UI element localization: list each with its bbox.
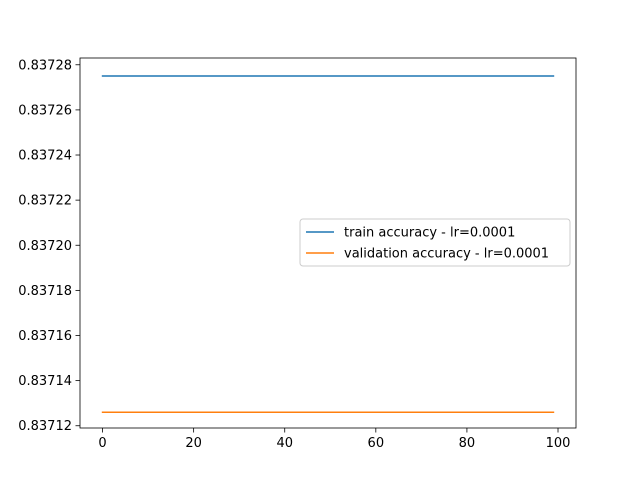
plot-layer: 0 20 40 60 80 100 0.83712 0.83714 0.83716 0.83718…	[18, 57, 577, 451]
legend-label-1: validation accuracy - lr=0.0001	[344, 247, 549, 262]
y-tick-label: 0.83722	[18, 194, 72, 209]
x-tick-label: 60	[368, 436, 385, 451]
x-tick-label: 80	[459, 436, 476, 451]
x-tick-label: 100	[546, 436, 571, 451]
y-tick-label: 0.83712	[18, 419, 72, 434]
y-tick-label: 0.83720	[18, 239, 72, 254]
axes-frame	[79, 57, 577, 429]
y-tick-label: 0.83726	[18, 103, 72, 118]
y-tick-label: 0.83716	[18, 329, 72, 344]
legend: train accuracy - lr=0.0001 validation acc…	[299, 218, 571, 267]
y-tick-label: 0.83728	[18, 58, 72, 73]
legend-box	[299, 218, 571, 267]
y-tick-label: 0.83718	[18, 284, 72, 299]
legend-label-0: train accuracy - lr=0.0001	[344, 226, 515, 241]
x-tick-label: 0	[98, 436, 106, 451]
x-tick-label: 20	[185, 436, 202, 451]
x-tick-label: 40	[276, 436, 293, 451]
y-tick-label: 0.83714	[18, 374, 72, 389]
y-tick-label: 0.83724	[18, 149, 72, 164]
